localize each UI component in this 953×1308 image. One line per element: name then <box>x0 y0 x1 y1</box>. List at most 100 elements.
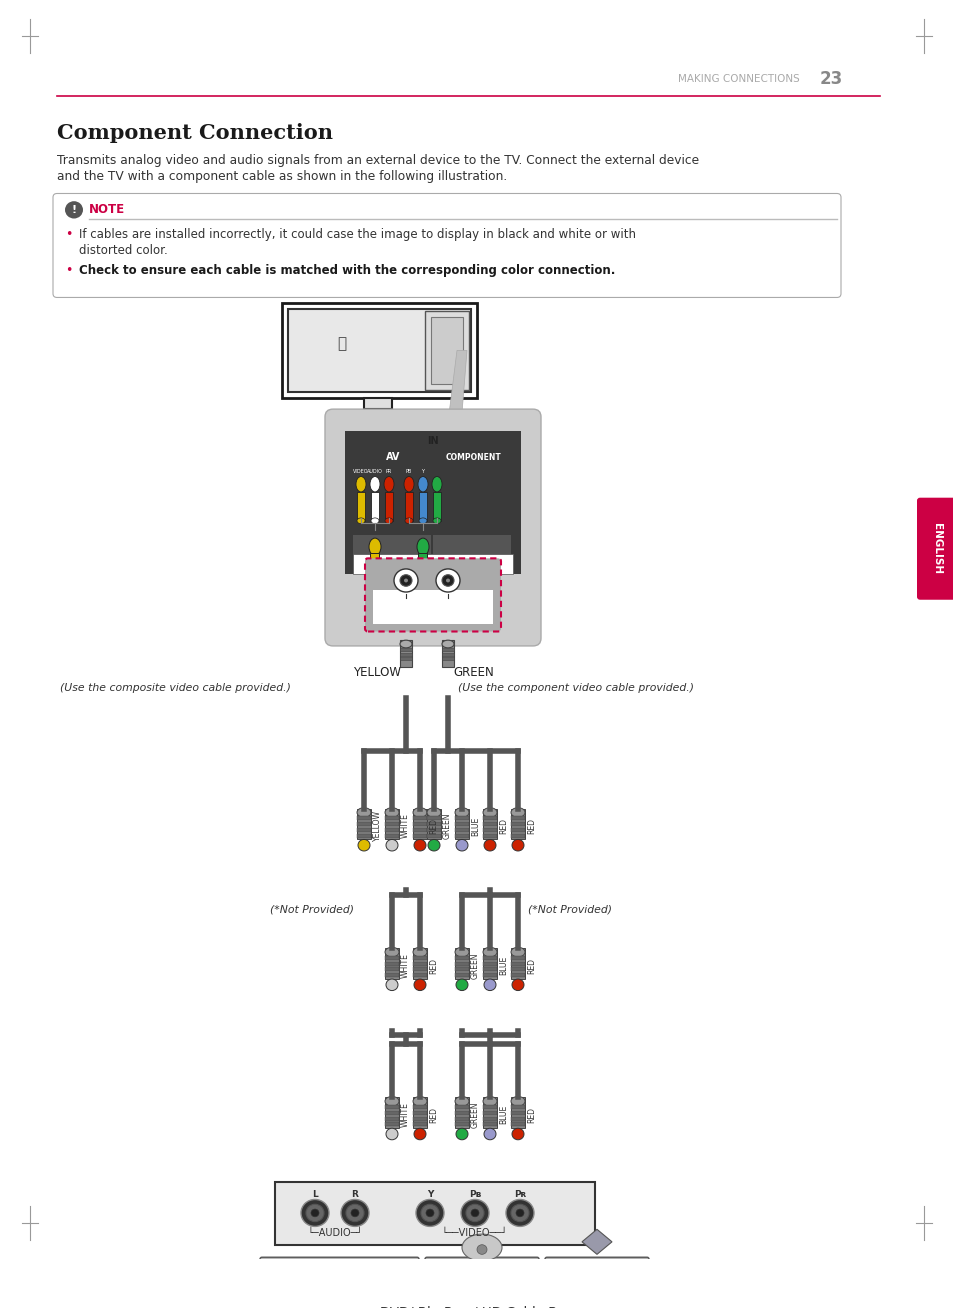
Circle shape <box>65 201 83 218</box>
Bar <box>455 816 469 820</box>
Ellipse shape <box>369 538 380 556</box>
Text: AUDIO: AUDIO <box>367 470 382 475</box>
Ellipse shape <box>384 476 394 492</box>
Bar <box>385 948 398 978</box>
Bar <box>413 823 427 825</box>
Bar <box>455 1110 469 1114</box>
Circle shape <box>311 1209 318 1216</box>
Bar <box>385 808 398 840</box>
Bar <box>455 1105 469 1109</box>
Polygon shape <box>581 1230 612 1254</box>
Bar <box>511 1097 524 1129</box>
Bar <box>341 422 414 426</box>
Circle shape <box>516 1209 523 1216</box>
Text: COMPONENT: COMPONENT <box>446 453 501 462</box>
Bar <box>385 823 398 825</box>
Bar <box>288 309 471 392</box>
Ellipse shape <box>418 518 427 523</box>
Bar <box>413 816 427 820</box>
Ellipse shape <box>455 1096 469 1107</box>
Circle shape <box>456 1129 468 1139</box>
Text: PR: PR <box>385 470 392 475</box>
Bar <box>413 1097 427 1129</box>
Circle shape <box>340 1199 369 1227</box>
Circle shape <box>476 1245 486 1254</box>
Circle shape <box>512 1129 523 1139</box>
Text: Pʀ: Pʀ <box>514 1190 526 1199</box>
Text: ENGLISH: ENGLISH <box>931 523 941 574</box>
Bar <box>511 968 524 972</box>
Polygon shape <box>446 351 467 438</box>
Circle shape <box>483 840 496 852</box>
Text: PB: PB <box>405 470 412 475</box>
Bar <box>399 647 412 651</box>
Ellipse shape <box>455 807 469 818</box>
Text: Check to ensure each cable is matched with the corresponding color connection.: Check to ensure each cable is matched wi… <box>79 264 615 277</box>
Bar <box>427 808 440 840</box>
Bar <box>511 823 524 825</box>
Bar <box>356 828 371 832</box>
Bar <box>455 948 469 978</box>
Bar <box>356 833 371 837</box>
Bar <box>441 658 454 661</box>
Bar <box>413 1117 427 1121</box>
Circle shape <box>301 1199 329 1227</box>
Bar <box>511 973 524 977</box>
Bar <box>364 398 392 409</box>
Text: 23: 23 <box>820 69 842 88</box>
Text: NOTE: NOTE <box>89 203 125 216</box>
Text: GREEN: GREEN <box>471 952 479 978</box>
Bar <box>511 808 524 840</box>
Circle shape <box>399 574 412 586</box>
Bar <box>373 590 493 624</box>
Text: Pʙ: Pʙ <box>468 1190 480 1199</box>
Ellipse shape <box>413 947 427 957</box>
Text: BLUE: BLUE <box>498 956 507 976</box>
Text: RED: RED <box>498 818 507 835</box>
Bar <box>385 1117 398 1121</box>
Circle shape <box>386 978 397 990</box>
Text: WHITE: WHITE <box>400 954 410 978</box>
Ellipse shape <box>482 1096 497 1107</box>
Bar <box>356 492 365 521</box>
Circle shape <box>346 1205 364 1222</box>
Circle shape <box>465 1205 483 1222</box>
Bar <box>511 833 524 837</box>
Circle shape <box>414 978 426 990</box>
Bar <box>385 1097 398 1129</box>
FancyBboxPatch shape <box>916 497 953 600</box>
Circle shape <box>483 978 496 990</box>
Ellipse shape <box>416 538 429 556</box>
Bar <box>431 317 462 385</box>
Bar <box>385 961 398 965</box>
Text: R: R <box>352 1190 358 1199</box>
Bar <box>455 823 469 825</box>
Bar <box>511 961 524 965</box>
Bar <box>511 956 524 960</box>
Circle shape <box>483 1129 496 1139</box>
Bar <box>433 492 440 521</box>
Bar <box>341 415 414 421</box>
Bar <box>455 968 469 972</box>
Text: (Use the component video cable provided.): (Use the component video cable provided.… <box>457 683 693 693</box>
Ellipse shape <box>385 947 398 957</box>
Bar <box>455 1122 469 1126</box>
Circle shape <box>436 569 459 593</box>
Bar <box>356 816 371 820</box>
Bar <box>413 828 427 832</box>
Text: └─AUDIO─┘: └─AUDIO─┘ <box>307 1228 362 1239</box>
Text: L: L <box>312 1190 317 1199</box>
Bar <box>385 828 398 832</box>
Bar <box>345 432 520 574</box>
Bar <box>511 1105 524 1109</box>
Bar <box>413 833 427 837</box>
Circle shape <box>456 840 468 852</box>
Bar <box>418 492 427 521</box>
Text: GREEN: GREEN <box>442 812 452 840</box>
Bar <box>482 968 497 972</box>
Bar <box>413 961 427 965</box>
Bar <box>356 808 371 840</box>
FancyBboxPatch shape <box>53 194 841 297</box>
Bar <box>455 828 469 832</box>
Circle shape <box>460 1199 489 1227</box>
